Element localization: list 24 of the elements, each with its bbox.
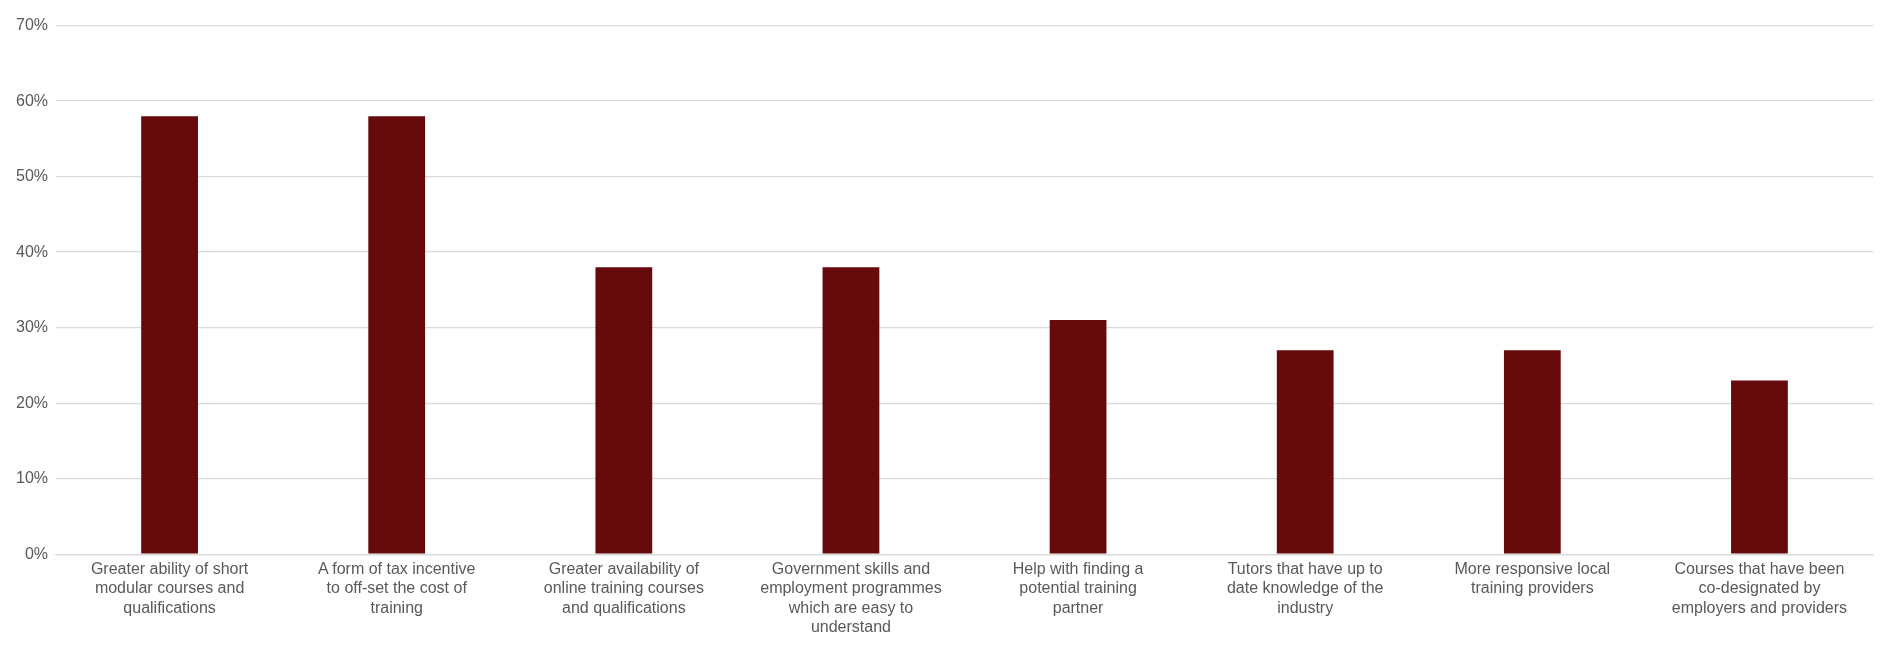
bar [141,116,198,554]
x-tick-label: Government skills and employment programmes which are easy to understand [760,560,942,635]
bar [595,267,653,554]
y-tick-label: 50% [15,167,49,185]
y-tick-label: 20% [15,393,49,411]
bar [1049,320,1107,554]
x-tick-label: Courses that have been co-designated by employers and providers [1671,560,1848,616]
bar [368,116,426,554]
bar [822,267,880,554]
bar [1731,380,1788,554]
y-tick-label: 0% [24,544,49,562]
y-tick-label: 30% [15,318,49,336]
bar [1276,350,1334,554]
x-tick-label: Greater availability of online training courses and qualifications [543,560,704,616]
x-tick-label: Greater ability of short modular courses and qualifications [90,560,249,616]
y-tick-label: 60% [15,91,49,109]
x-tick-label: Tutors that have up to date knowledge of the industry [1226,560,1384,616]
y-tick-label: 10% [15,469,49,487]
x-tick-label: A form of tax incentive to off-set the cost of training [318,560,476,616]
bar [1503,350,1561,554]
x-tick-label: Help with finding a potential training partner [1012,560,1144,616]
x-tick-label: More responsive local training providers [1454,560,1611,597]
y-tick-label: 40% [15,242,49,260]
y-tick-label: 70% [15,16,49,34]
